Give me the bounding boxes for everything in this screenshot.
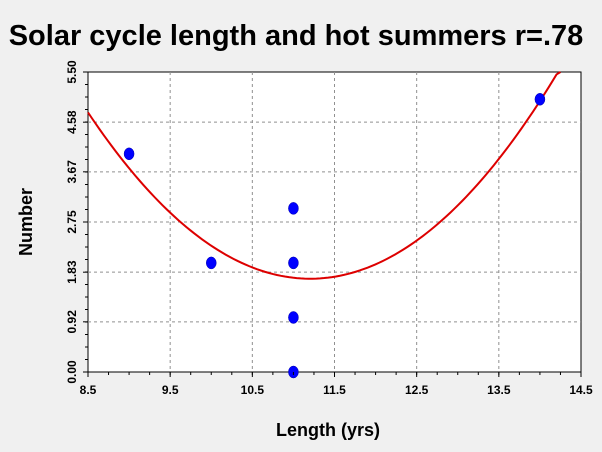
y-tick-label: 2.75 — [65, 210, 79, 234]
grid-layer — [88, 72, 581, 372]
data-point — [534, 93, 546, 106]
chart-title: Solar cycle length and hot summers r=.78 — [9, 20, 584, 52]
points-layer — [123, 93, 546, 379]
x-tick-label: 9.5 — [162, 383, 179, 397]
x-tick-label: 8.5 — [80, 383, 97, 397]
y-tick-label: 1.83 — [65, 260, 79, 284]
y-tick-label: 3.67 — [65, 160, 79, 184]
data-point — [123, 147, 135, 161]
y-tick-label: 0.92 — [65, 310, 79, 334]
y-tick-label: 5.50 — [65, 60, 79, 84]
x-axis-label: Length (yrs) — [276, 420, 380, 440]
fit-layer — [87, 71, 561, 280]
y-tick-label: 0.00 — [65, 360, 79, 384]
x-tick-label: 10.5 — [241, 383, 265, 397]
data-point — [206, 256, 217, 270]
data-point — [288, 202, 299, 215]
data-point — [288, 311, 299, 324]
ticks-layer: 8.5 9.5 10.5 11.5 12.5 13.5 14.5 0.00 0.92 1.83 2.… — [65, 60, 593, 397]
x-tick-label: 12.5 — [405, 383, 429, 397]
x-tick-label: 13.5 — [487, 383, 511, 397]
x-tick-label: 11.5 — [323, 383, 346, 397]
x-tick-label: 14.5 — [569, 383, 593, 397]
y-axis-label: Number — [16, 188, 36, 256]
data-point — [288, 256, 299, 270]
y-tick-label: 4.58 — [65, 110, 79, 134]
fit-curve — [87, 71, 561, 280]
